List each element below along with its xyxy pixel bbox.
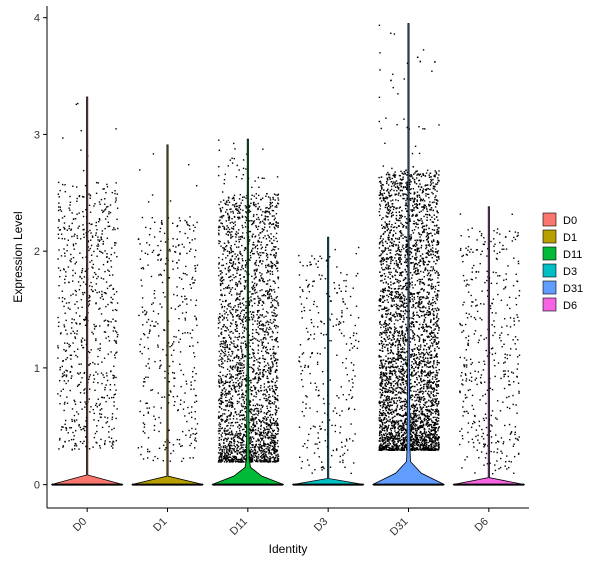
x-tick-label-d11: D11 [228, 516, 250, 538]
violin-d31 [372, 23, 445, 486]
legend-key-d31 [542, 280, 557, 295]
y-tick-label: 2 [34, 246, 40, 258]
legend-label-d11: D11 [563, 249, 582, 261]
legend-label-d31: D31 [563, 283, 583, 295]
violin-d11 [211, 138, 284, 486]
y-ticks: 0 1 2 3 4 [34, 13, 47, 492]
violin-d1 [131, 144, 204, 486]
points-d1 [137, 153, 199, 462]
points-d31 [378, 24, 440, 452]
legend-label-d6: D6 [563, 300, 577, 312]
legend-key-d11 [542, 246, 557, 261]
x-tick-label-d6: D6 [473, 516, 491, 534]
legend-key-d0 [542, 212, 557, 227]
violin-d3 [292, 236, 365, 486]
x-tick-label-d1: D1 [151, 516, 169, 534]
violin-d0 [51, 96, 124, 486]
violin-d6 [452, 206, 525, 486]
y-tick-label: 0 [34, 480, 40, 492]
jitter-points [57, 24, 521, 475]
legend-key-d6 [542, 297, 557, 312]
points-d3 [298, 246, 360, 475]
legend: D0 D1 D11 D3 D31 D6 [542, 212, 583, 312]
violins [51, 23, 525, 486]
y-tick-label: 3 [34, 129, 40, 141]
x-tick-label-d0: D0 [71, 516, 89, 534]
points-d11 [217, 139, 280, 463]
legend-label-d3: D3 [563, 266, 577, 278]
x-tick-label-d31: D31 [388, 516, 411, 539]
x-axis-title: Identity [269, 542, 308, 556]
points-d6 [459, 213, 521, 475]
legend-key-d3 [542, 263, 557, 278]
y-tick-label: 4 [34, 13, 40, 25]
x-ticks: D0 D1 D11 D3 D31 D6 [71, 508, 491, 538]
axes [46, 6, 529, 509]
legend-label-d0: D0 [563, 215, 577, 227]
y-tick-label: 1 [34, 363, 40, 375]
x-tick-label-d3: D3 [312, 516, 330, 534]
legend-key-d1 [542, 229, 557, 244]
y-axis-title: Expression Level [11, 211, 25, 302]
points-d0 [57, 102, 119, 451]
legend-label-d1: D1 [563, 232, 577, 244]
